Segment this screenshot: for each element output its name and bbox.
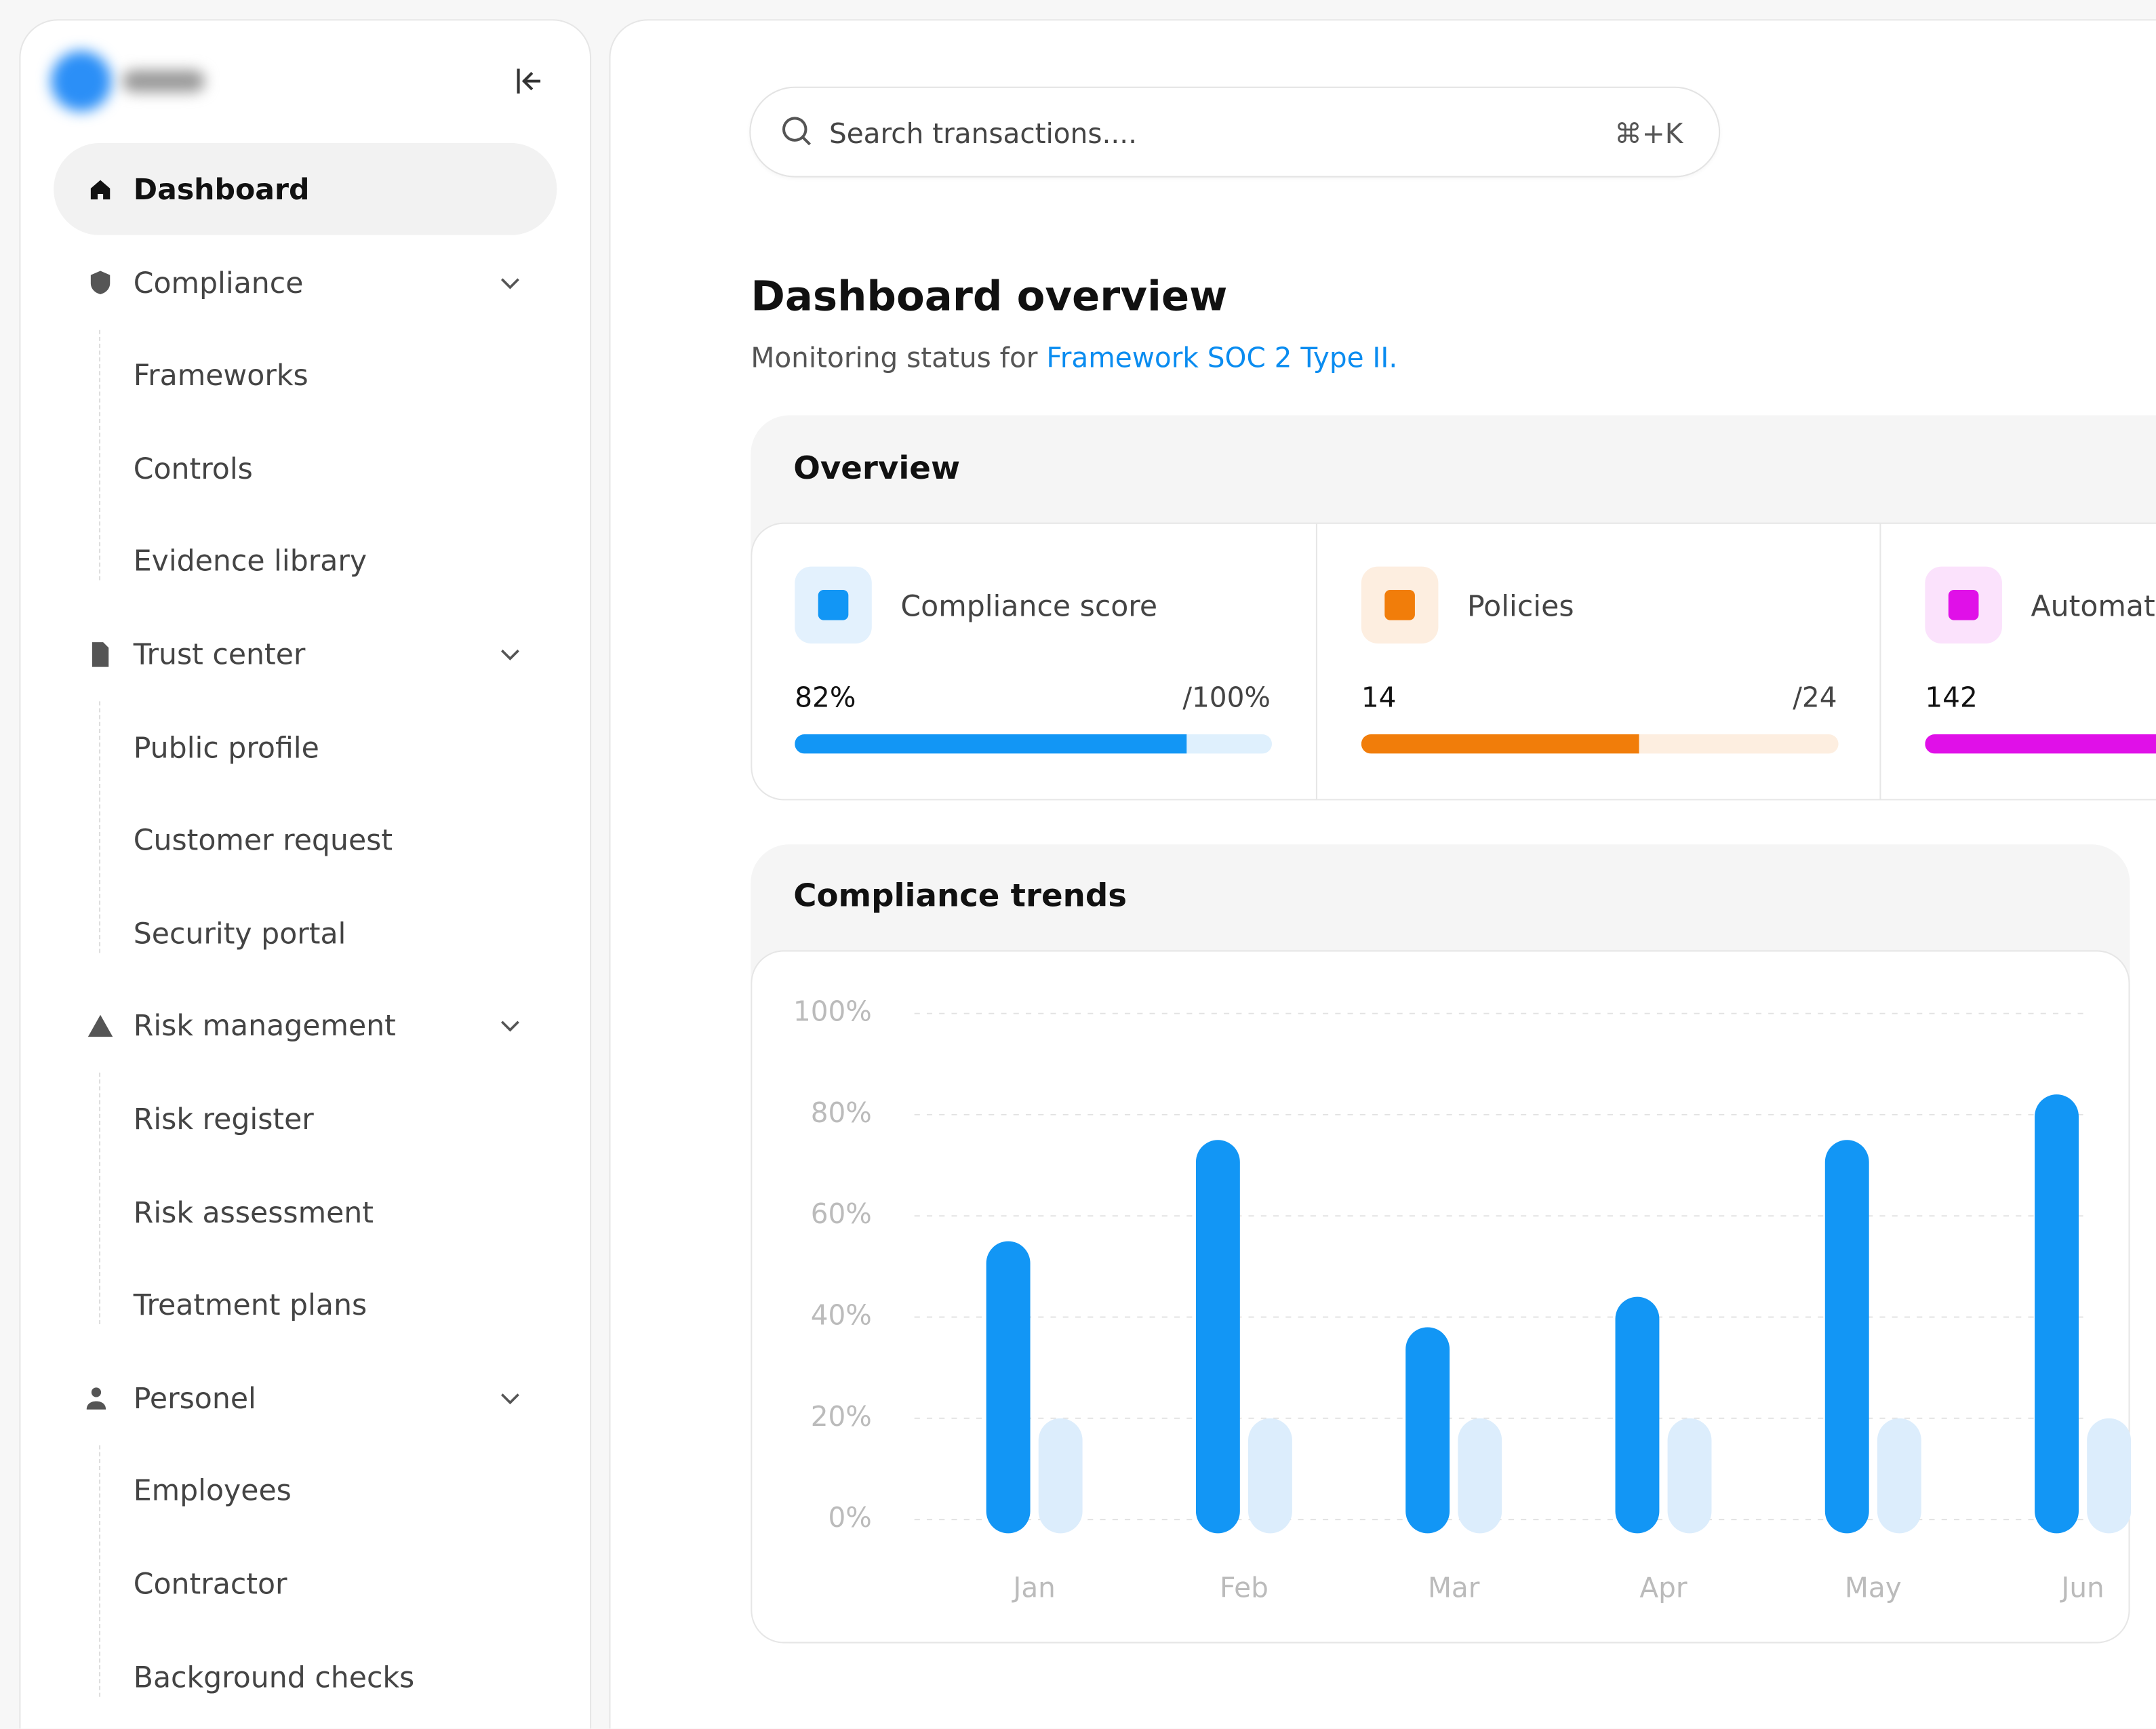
bar — [2035, 1094, 2079, 1533]
bar — [1458, 1418, 1502, 1534]
bar — [1405, 1327, 1450, 1533]
x-tick-label: Jun — [2059, 1571, 2104, 1604]
x-tick-label: May — [1845, 1571, 1902, 1604]
bar — [1825, 1140, 1869, 1533]
x-tick-label: Apr — [1639, 1571, 1687, 1604]
y-tick-label: 100% — [793, 995, 872, 1028]
bar — [1616, 1297, 1660, 1534]
y-tick-label: 80% — [811, 1096, 872, 1129]
y-tick-label: 0% — [828, 1501, 871, 1534]
bar — [2087, 1418, 2131, 1534]
y-tick-label: 20% — [811, 1400, 872, 1433]
bar — [986, 1241, 1031, 1534]
x-tick-label: Feb — [1220, 1571, 1269, 1604]
x-tick-label: Mar — [1428, 1571, 1480, 1604]
y-tick-label: 40% — [811, 1299, 872, 1332]
bar — [1877, 1418, 1921, 1534]
bar — [1196, 1140, 1240, 1533]
bar — [1248, 1418, 1292, 1534]
x-tick-label: Jan — [1011, 1571, 1056, 1604]
bar — [1039, 1418, 1083, 1534]
y-tick-label: 60% — [811, 1197, 872, 1230]
bar — [1668, 1418, 1712, 1534]
